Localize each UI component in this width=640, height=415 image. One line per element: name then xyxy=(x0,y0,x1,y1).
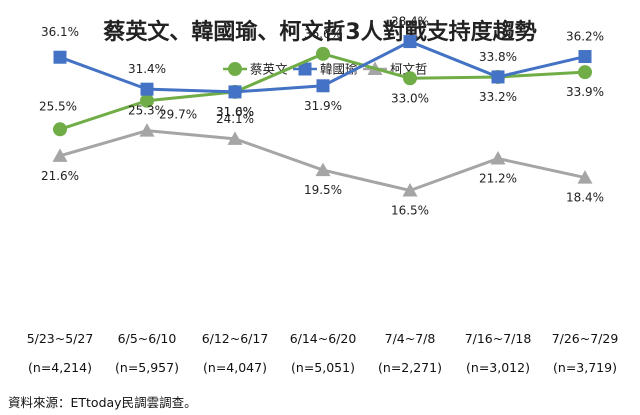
data-label-2-5: 38.4% xyxy=(391,15,429,29)
legend-label-1: 蔡英文 xyxy=(250,62,288,77)
x-sample-size: (n=5,957) xyxy=(115,360,179,375)
data-label-3-2: 25.3% xyxy=(128,104,166,118)
data-label-1-2: 29.7% xyxy=(159,108,197,122)
x-tick-label: 7/4~7/8 xyxy=(385,331,436,346)
legend-label-3: 柯文哲 xyxy=(390,62,428,77)
legend-label-2: 韓國瑜 xyxy=(320,62,358,77)
data-label-3-5: 16.5% xyxy=(391,204,429,218)
data-label-3-7: 18.4% xyxy=(566,191,604,205)
data-label-1-1: 25.5% xyxy=(39,99,77,113)
legend-marker-1 xyxy=(228,62,242,76)
data-label-2-4: 31.9% xyxy=(304,99,342,113)
point-1-2 xyxy=(140,93,154,108)
data-label-3-3: 24.1% xyxy=(216,112,254,126)
point-3-6 xyxy=(490,151,506,165)
point-2-2 xyxy=(140,82,154,96)
point-3-3 xyxy=(227,131,243,145)
data-label-2-2: 31.4% xyxy=(128,62,166,76)
point-3-4 xyxy=(315,162,331,177)
x-tick-label: 6/12~6/17 xyxy=(202,331,269,346)
point-2-5 xyxy=(403,35,417,49)
point-3-7 xyxy=(577,170,593,184)
x-tick-label: 6/14~6/20 xyxy=(290,331,357,346)
data-label-1-6: 33.8% xyxy=(479,50,517,64)
x-sample-size: (n=3,719) xyxy=(553,360,617,375)
data-label-3-1: 21.6% xyxy=(41,169,79,183)
x-sample-size: (n=2,271) xyxy=(378,360,442,375)
x-sample-size: (n=5,051) xyxy=(291,360,355,375)
x-sample-size: (n=4,047) xyxy=(203,360,267,375)
x-sample-size: (n=3,012) xyxy=(466,360,530,375)
data-label-2-3: 31.0% xyxy=(216,105,254,119)
data-label-2-6: 33.2% xyxy=(479,90,517,104)
legend-marker-2 xyxy=(298,62,312,76)
point-3-5 xyxy=(402,183,418,197)
chart-title: 蔡英文、韓國瑜、柯文哲3人對戰支持度趨勢 xyxy=(103,20,537,45)
point-2-7 xyxy=(578,50,592,64)
point-2-1 xyxy=(53,50,67,64)
point-2-6 xyxy=(491,70,505,84)
point-1-5 xyxy=(403,71,417,86)
x-sample-size: (n=4,214) xyxy=(28,360,92,375)
data-label-1-3: 31.6% xyxy=(216,105,254,119)
point-1-4 xyxy=(316,46,330,61)
point-1-7 xyxy=(578,65,592,80)
data-label-3-4: 19.5% xyxy=(304,183,342,197)
data-label-3-6: 21.2% xyxy=(479,172,517,186)
x-tick-label: 7/16~7/18 xyxy=(465,331,532,346)
point-1-1 xyxy=(53,122,67,137)
data-label-1-7: 33.9% xyxy=(566,85,604,99)
data-label-1-4: 36.6% xyxy=(304,27,342,41)
point-2-4 xyxy=(316,79,330,93)
point-3-1 xyxy=(52,148,68,162)
x-tick-label: 5/23~5/27 xyxy=(27,331,94,346)
source-note: 資料來源：ETtoday民調雲調查。 xyxy=(8,395,197,410)
x-tick-label: 6/5~6/10 xyxy=(118,331,177,346)
point-3-2 xyxy=(139,123,155,137)
data-label-2-7: 36.2% xyxy=(566,30,604,44)
point-2-3 xyxy=(228,85,242,99)
data-label-1-5: 33.0% xyxy=(391,91,429,105)
x-tick-label: 7/26~7/29 xyxy=(552,331,619,346)
data-label-2-1: 36.1% xyxy=(41,25,79,39)
